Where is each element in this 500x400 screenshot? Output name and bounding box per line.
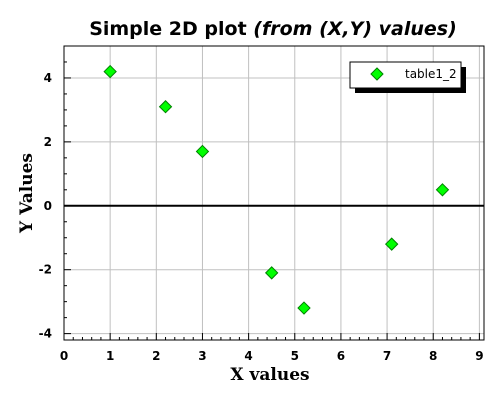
axis-ticks xyxy=(63,45,480,340)
x-tick-label: 8 xyxy=(429,349,437,363)
chart-title: Simple 2D plot (from (X,Y) values) xyxy=(89,18,457,40)
data-point-diamond xyxy=(264,266,279,280)
y-axis-label: Y Values xyxy=(17,153,37,234)
chart-title-emphasis: (from (X,Y) values) xyxy=(253,18,457,40)
x-tick-label: 7 xyxy=(383,349,391,363)
data-point-diamond xyxy=(384,237,399,251)
data-point-diamond xyxy=(297,301,311,315)
x-axis-label: X values xyxy=(230,365,309,385)
plot-frame xyxy=(63,45,485,341)
x-tick-label: 5 xyxy=(291,349,299,363)
y-tick-label: -4 xyxy=(39,327,52,341)
y-tick-label: 2 xyxy=(44,135,52,149)
data-point-diamond xyxy=(195,144,210,159)
y-tick-label: -2 xyxy=(39,263,52,277)
x-tick-label: 9 xyxy=(475,349,483,363)
data-point-diamond xyxy=(103,64,117,79)
x-tick-label: 0 xyxy=(60,349,68,363)
x-tick-label: 6 xyxy=(337,349,345,363)
x-tick-label: 3 xyxy=(198,349,206,363)
x-tick-label: 1 xyxy=(106,349,114,363)
chart-title-main: Simple 2D plot xyxy=(89,18,246,40)
x-tick-label: 4 xyxy=(244,349,252,363)
legend-diamond-icon xyxy=(370,67,384,81)
data-point-diamond xyxy=(435,183,450,197)
data-point-diamond xyxy=(158,100,173,114)
x-tick-labels: 0 1 2 3 4 5 6 7 8 9 xyxy=(60,349,484,363)
legend-entry-label: table1_2 xyxy=(405,67,457,81)
y-tick-label: 0 xyxy=(44,199,52,213)
data-points xyxy=(103,64,450,315)
y-tick-label: 4 xyxy=(44,71,52,85)
legend-box xyxy=(349,61,462,89)
y-tick-labels: -4 -2 0 2 4 xyxy=(39,71,52,341)
x-tick-label: 2 xyxy=(152,349,160,363)
legend: table1_2 xyxy=(349,61,466,93)
